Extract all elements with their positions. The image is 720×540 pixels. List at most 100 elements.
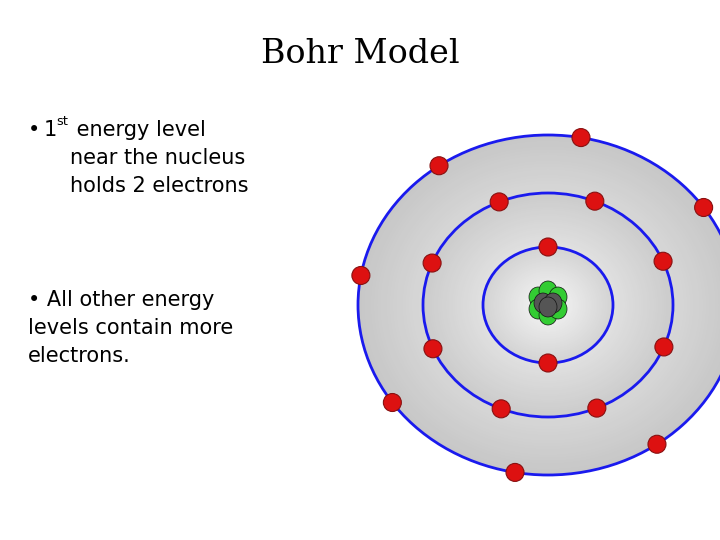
Ellipse shape <box>500 262 595 348</box>
Ellipse shape <box>491 254 605 356</box>
Ellipse shape <box>515 275 581 335</box>
Ellipse shape <box>428 197 668 413</box>
Ellipse shape <box>528 288 567 322</box>
Ellipse shape <box>429 199 667 411</box>
Ellipse shape <box>453 220 643 390</box>
Ellipse shape <box>521 281 575 329</box>
Ellipse shape <box>523 282 573 328</box>
Ellipse shape <box>490 253 606 357</box>
Ellipse shape <box>464 231 631 380</box>
Ellipse shape <box>524 284 572 326</box>
Ellipse shape <box>506 268 590 342</box>
Ellipse shape <box>546 303 550 307</box>
Ellipse shape <box>531 290 564 320</box>
Ellipse shape <box>490 193 508 211</box>
Ellipse shape <box>490 253 606 357</box>
Ellipse shape <box>533 292 563 319</box>
Ellipse shape <box>496 258 600 352</box>
Ellipse shape <box>572 129 590 146</box>
Ellipse shape <box>539 238 557 256</box>
Ellipse shape <box>538 296 559 314</box>
Ellipse shape <box>518 279 577 331</box>
Ellipse shape <box>526 285 570 325</box>
Ellipse shape <box>459 225 638 385</box>
Ellipse shape <box>484 248 612 362</box>
Ellipse shape <box>433 202 662 408</box>
Ellipse shape <box>448 215 648 395</box>
Ellipse shape <box>511 272 585 338</box>
Ellipse shape <box>540 298 557 313</box>
Ellipse shape <box>492 255 604 355</box>
Ellipse shape <box>352 266 370 285</box>
Ellipse shape <box>507 268 589 342</box>
Ellipse shape <box>488 252 608 358</box>
Ellipse shape <box>409 180 688 430</box>
Ellipse shape <box>441 208 656 401</box>
Ellipse shape <box>517 277 580 333</box>
Ellipse shape <box>525 285 571 326</box>
Ellipse shape <box>500 262 596 348</box>
Ellipse shape <box>415 186 681 424</box>
Ellipse shape <box>503 265 593 345</box>
Ellipse shape <box>545 302 552 308</box>
Ellipse shape <box>390 163 706 447</box>
Ellipse shape <box>431 200 665 410</box>
Ellipse shape <box>529 288 567 322</box>
Ellipse shape <box>405 178 690 433</box>
Ellipse shape <box>695 199 713 217</box>
Ellipse shape <box>536 294 560 316</box>
Ellipse shape <box>421 192 675 418</box>
Ellipse shape <box>377 152 719 458</box>
Ellipse shape <box>440 208 657 402</box>
Text: 1: 1 <box>44 120 58 140</box>
Ellipse shape <box>431 200 665 409</box>
Ellipse shape <box>526 285 571 325</box>
Ellipse shape <box>450 217 646 393</box>
Ellipse shape <box>499 261 597 348</box>
Ellipse shape <box>535 293 561 316</box>
Ellipse shape <box>497 260 599 350</box>
Ellipse shape <box>526 286 570 325</box>
Ellipse shape <box>516 276 580 333</box>
Ellipse shape <box>412 183 684 427</box>
Ellipse shape <box>452 219 644 391</box>
Ellipse shape <box>516 276 580 334</box>
Ellipse shape <box>444 212 652 399</box>
Ellipse shape <box>506 463 524 482</box>
Ellipse shape <box>504 265 593 345</box>
Ellipse shape <box>546 303 550 307</box>
Ellipse shape <box>454 221 642 389</box>
Ellipse shape <box>508 269 588 341</box>
Ellipse shape <box>586 192 604 210</box>
Text: •: • <box>28 120 40 140</box>
Ellipse shape <box>527 286 569 323</box>
Ellipse shape <box>488 251 608 359</box>
Ellipse shape <box>532 291 564 319</box>
Ellipse shape <box>534 293 552 313</box>
Ellipse shape <box>418 189 678 421</box>
Ellipse shape <box>483 247 613 363</box>
Ellipse shape <box>541 298 556 312</box>
Ellipse shape <box>471 236 625 374</box>
Ellipse shape <box>473 238 623 372</box>
Ellipse shape <box>648 435 666 453</box>
Ellipse shape <box>494 256 602 354</box>
Ellipse shape <box>482 245 615 364</box>
Ellipse shape <box>399 172 697 438</box>
Ellipse shape <box>654 252 672 270</box>
Ellipse shape <box>486 250 610 360</box>
Ellipse shape <box>544 301 552 309</box>
Ellipse shape <box>475 240 621 370</box>
Ellipse shape <box>536 294 561 316</box>
Ellipse shape <box>520 280 577 330</box>
Ellipse shape <box>510 272 585 339</box>
Ellipse shape <box>505 266 591 343</box>
Ellipse shape <box>374 149 720 461</box>
Ellipse shape <box>396 169 700 441</box>
Ellipse shape <box>393 166 703 444</box>
Ellipse shape <box>380 155 716 455</box>
Ellipse shape <box>498 260 598 349</box>
Ellipse shape <box>482 246 614 364</box>
Ellipse shape <box>532 291 564 320</box>
Ellipse shape <box>537 295 559 315</box>
